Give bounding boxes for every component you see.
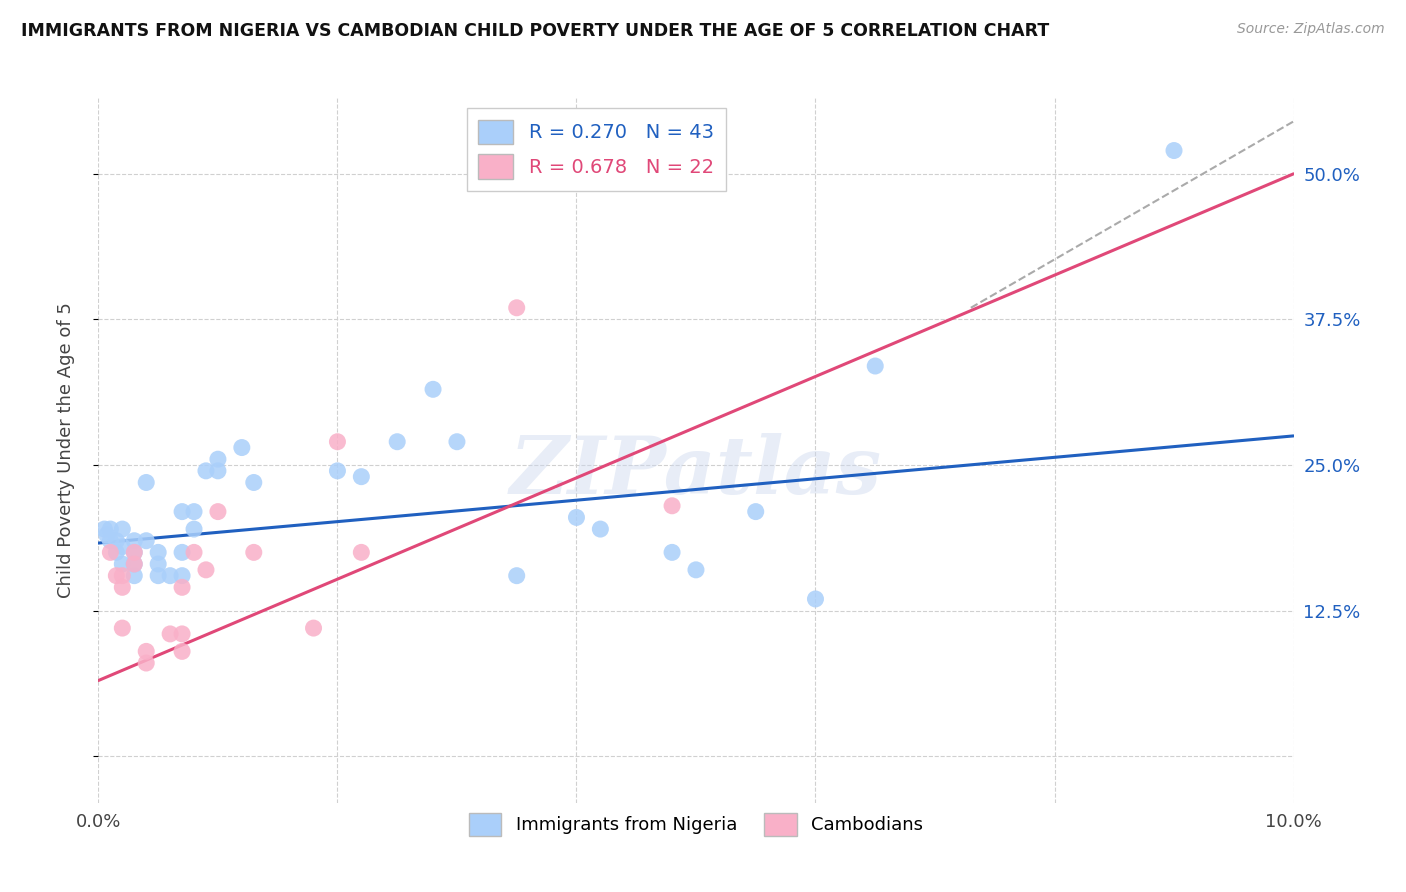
Point [105, 568, 128, 582]
Point [183, 522, 205, 536]
Point [124, 533, 146, 548]
Point [124, 545, 146, 559]
Point [172, 580, 194, 594]
Point [446, 434, 468, 449]
Point [172, 568, 194, 582]
Point [148, 545, 170, 559]
Point [111, 522, 134, 536]
Point [207, 505, 229, 519]
Point [243, 475, 266, 490]
Point [135, 475, 157, 490]
Point [589, 522, 612, 536]
Point [98, 533, 122, 548]
Point [207, 452, 229, 467]
Point [96, 528, 118, 542]
Point [565, 510, 588, 524]
Point [865, 359, 887, 373]
Point [111, 580, 134, 594]
Point [124, 568, 146, 582]
Point [148, 568, 170, 582]
Point [124, 557, 146, 571]
Point [111, 568, 134, 582]
Point [195, 464, 218, 478]
Point [135, 644, 157, 658]
Point [172, 505, 194, 519]
Legend: Immigrants from Nigeria, Cambodians: Immigrants from Nigeria, Cambodians [461, 805, 931, 843]
Point [111, 621, 134, 635]
Point [124, 557, 146, 571]
Point [172, 644, 194, 658]
Point [135, 533, 157, 548]
Point [172, 627, 194, 641]
Point [195, 563, 218, 577]
Point [183, 505, 205, 519]
Point [98, 522, 122, 536]
Point [98, 545, 122, 559]
Point [105, 533, 128, 548]
Text: ZIPatlas: ZIPatlas [510, 433, 882, 510]
Text: Source: ZipAtlas.com: Source: ZipAtlas.com [1237, 22, 1385, 37]
Point [243, 545, 266, 559]
Point [93, 522, 115, 536]
Point [148, 557, 170, 571]
Point [207, 464, 229, 478]
Point [1163, 144, 1185, 158]
Point [124, 545, 146, 559]
Point [159, 627, 181, 641]
Point [804, 591, 827, 606]
Text: IMMIGRANTS FROM NIGERIA VS CAMBODIAN CHILD POVERTY UNDER THE AGE OF 5 CORRELATIO: IMMIGRANTS FROM NIGERIA VS CAMBODIAN CHI… [21, 22, 1049, 40]
Point [326, 434, 349, 449]
Point [385, 434, 409, 449]
Point [422, 382, 444, 396]
Point [135, 656, 157, 670]
Point [506, 568, 529, 582]
Point [685, 563, 707, 577]
Point [745, 505, 768, 519]
Point [231, 441, 253, 455]
Point [159, 568, 181, 582]
Y-axis label: Child Poverty Under the Age of 5: Child Poverty Under the Age of 5 [56, 302, 75, 599]
Point [350, 469, 373, 483]
Point [111, 540, 134, 554]
Point [661, 499, 683, 513]
Point [105, 545, 128, 559]
Point [506, 301, 529, 315]
Point [326, 464, 349, 478]
Point [172, 545, 194, 559]
Point [302, 621, 325, 635]
Point [661, 545, 683, 559]
Point [183, 545, 205, 559]
Point [350, 545, 373, 559]
Point [111, 557, 134, 571]
